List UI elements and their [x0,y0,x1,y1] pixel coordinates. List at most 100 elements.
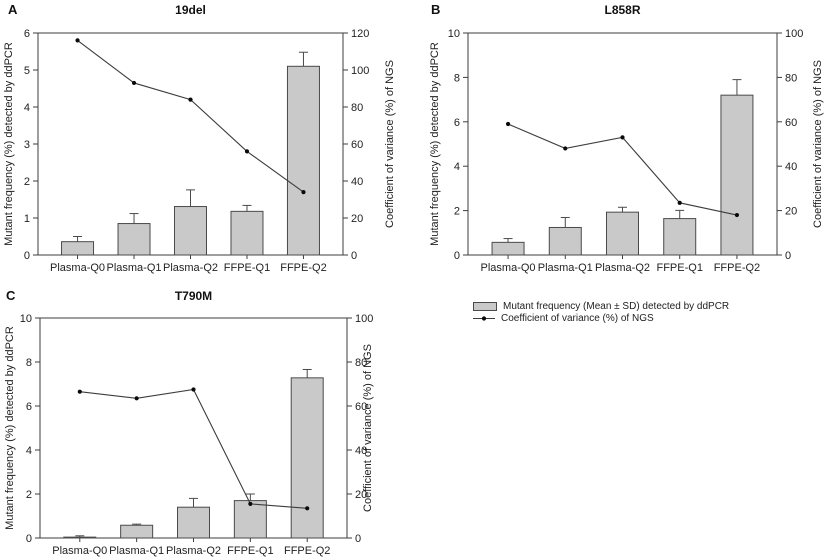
left-tick-label: 0 [24,250,30,262]
right-tick-label: 20 [785,206,797,218]
category-label: Plasma-Q2 [163,262,218,274]
left-tick-label: 5 [24,65,30,77]
bar [117,223,151,256]
left-tick-label: 4 [26,445,32,457]
data-point [75,38,80,43]
right-tick-label: 100 [355,313,373,325]
bar [120,524,154,539]
bar [290,377,324,539]
bar [177,506,210,539]
left-tick-label: 2 [24,176,30,188]
data-point [505,121,511,127]
left-tick-label: 10 [20,313,32,325]
bar [548,226,582,256]
left-tick-label: 0 [26,533,32,545]
left-tick-label: 4 [454,161,460,173]
right-tick-label: 100 [785,28,803,40]
data-point [301,190,306,195]
left-tick-label: 10 [448,28,460,40]
right-tick-label: 120 [351,28,369,40]
data-point [131,80,137,86]
category-label: Plasma-Q0 [52,545,107,557]
right-tick-label: 40 [351,176,363,188]
right-tick-label: 80 [355,357,367,369]
right-tick-label: 80 [351,102,363,114]
category-label: Plasma-Q1 [109,545,164,557]
data-point [248,501,253,506]
data-point [244,149,250,154]
bar [174,206,207,256]
legend-bar-label: Mutant frequency (Mean ± SD) detected by… [503,300,730,312]
left-tick-label: 0 [454,250,460,262]
panel-b: B L858R Mutant frequency (%) detected by… [412,0,825,280]
category-label: Plasma-Q2 [595,262,650,274]
category-label: FFPE-Q1 [227,545,273,557]
panel-letter: C [6,288,16,303]
category-label: FFPE-Q2 [280,262,326,274]
left-tick-label: 6 [24,28,30,40]
right-tick-label: 20 [351,213,363,225]
right-tick-label: 40 [355,445,367,457]
data-point [563,146,568,151]
panel-title: 19del [175,3,206,17]
bar [230,210,264,256]
category-label: Plasma-Q0 [481,262,536,274]
panel-c: C T790M Mutant frequency (%) detected by… [0,280,412,559]
bar [491,241,525,256]
panel-title: L858R [604,3,641,17]
legend-line-label: Coefficient of variance (%) of NGS [501,312,654,324]
left-tick-label: 2 [454,206,460,218]
cv-line [77,39,304,193]
data-point [620,135,625,140]
bar [720,94,754,256]
data-point [305,506,310,511]
category-label: FFPE-Q1 [656,262,702,274]
right-tick-label: 60 [785,117,797,129]
data-point [188,97,193,102]
right-tick-label: 60 [355,401,367,413]
left-tick-label: 6 [454,117,460,129]
panel-letter: A [8,2,18,17]
right-tick-label: 60 [351,139,363,151]
bar [63,536,97,539]
category-label: FFPE-Q2 [714,262,760,274]
panel-title: T790M [174,289,213,303]
right-tick-label: 80 [785,72,797,84]
right-tick-label: 20 [355,489,367,501]
right-tick-label: 0 [351,250,357,262]
legend: Mutant frequency (Mean ± SD) detected by… [473,300,729,324]
legend-row-line: Coefficient of variance (%) of NGS [473,312,729,324]
left-tick-label: 1 [24,213,30,225]
bar [663,218,697,256]
right-tick-label: 40 [785,161,797,173]
panel-a: A 19del Mutant frequency (%) detected by… [0,0,412,280]
panel-letter: B [431,2,441,17]
right-tick-label: 100 [351,65,369,77]
category-label: FFPE-Q2 [284,545,330,557]
legend-line-marker-icon [473,314,495,323]
left-tick-label: 8 [26,357,32,369]
right-tick-label: 0 [355,533,361,545]
category-label: Plasma-Q1 [538,262,593,274]
category-label: Plasma-Q1 [107,262,162,274]
category-label: Plasma-Q0 [50,262,105,274]
left-tick-label: 8 [454,72,460,84]
bar [606,211,639,256]
cv-line [79,388,308,509]
bar [61,241,95,256]
data-point [134,396,139,401]
bar [286,65,320,256]
right-tick-label: 0 [785,250,791,262]
category-label: FFPE-Q1 [224,262,270,274]
bar [233,500,267,539]
data-point [734,212,740,218]
data-point [77,389,82,394]
category-label: Plasma-Q2 [166,545,221,557]
left-tick-label: 2 [26,489,32,501]
left-tick-label: 6 [26,401,32,413]
left-tick-label: 4 [24,102,30,114]
